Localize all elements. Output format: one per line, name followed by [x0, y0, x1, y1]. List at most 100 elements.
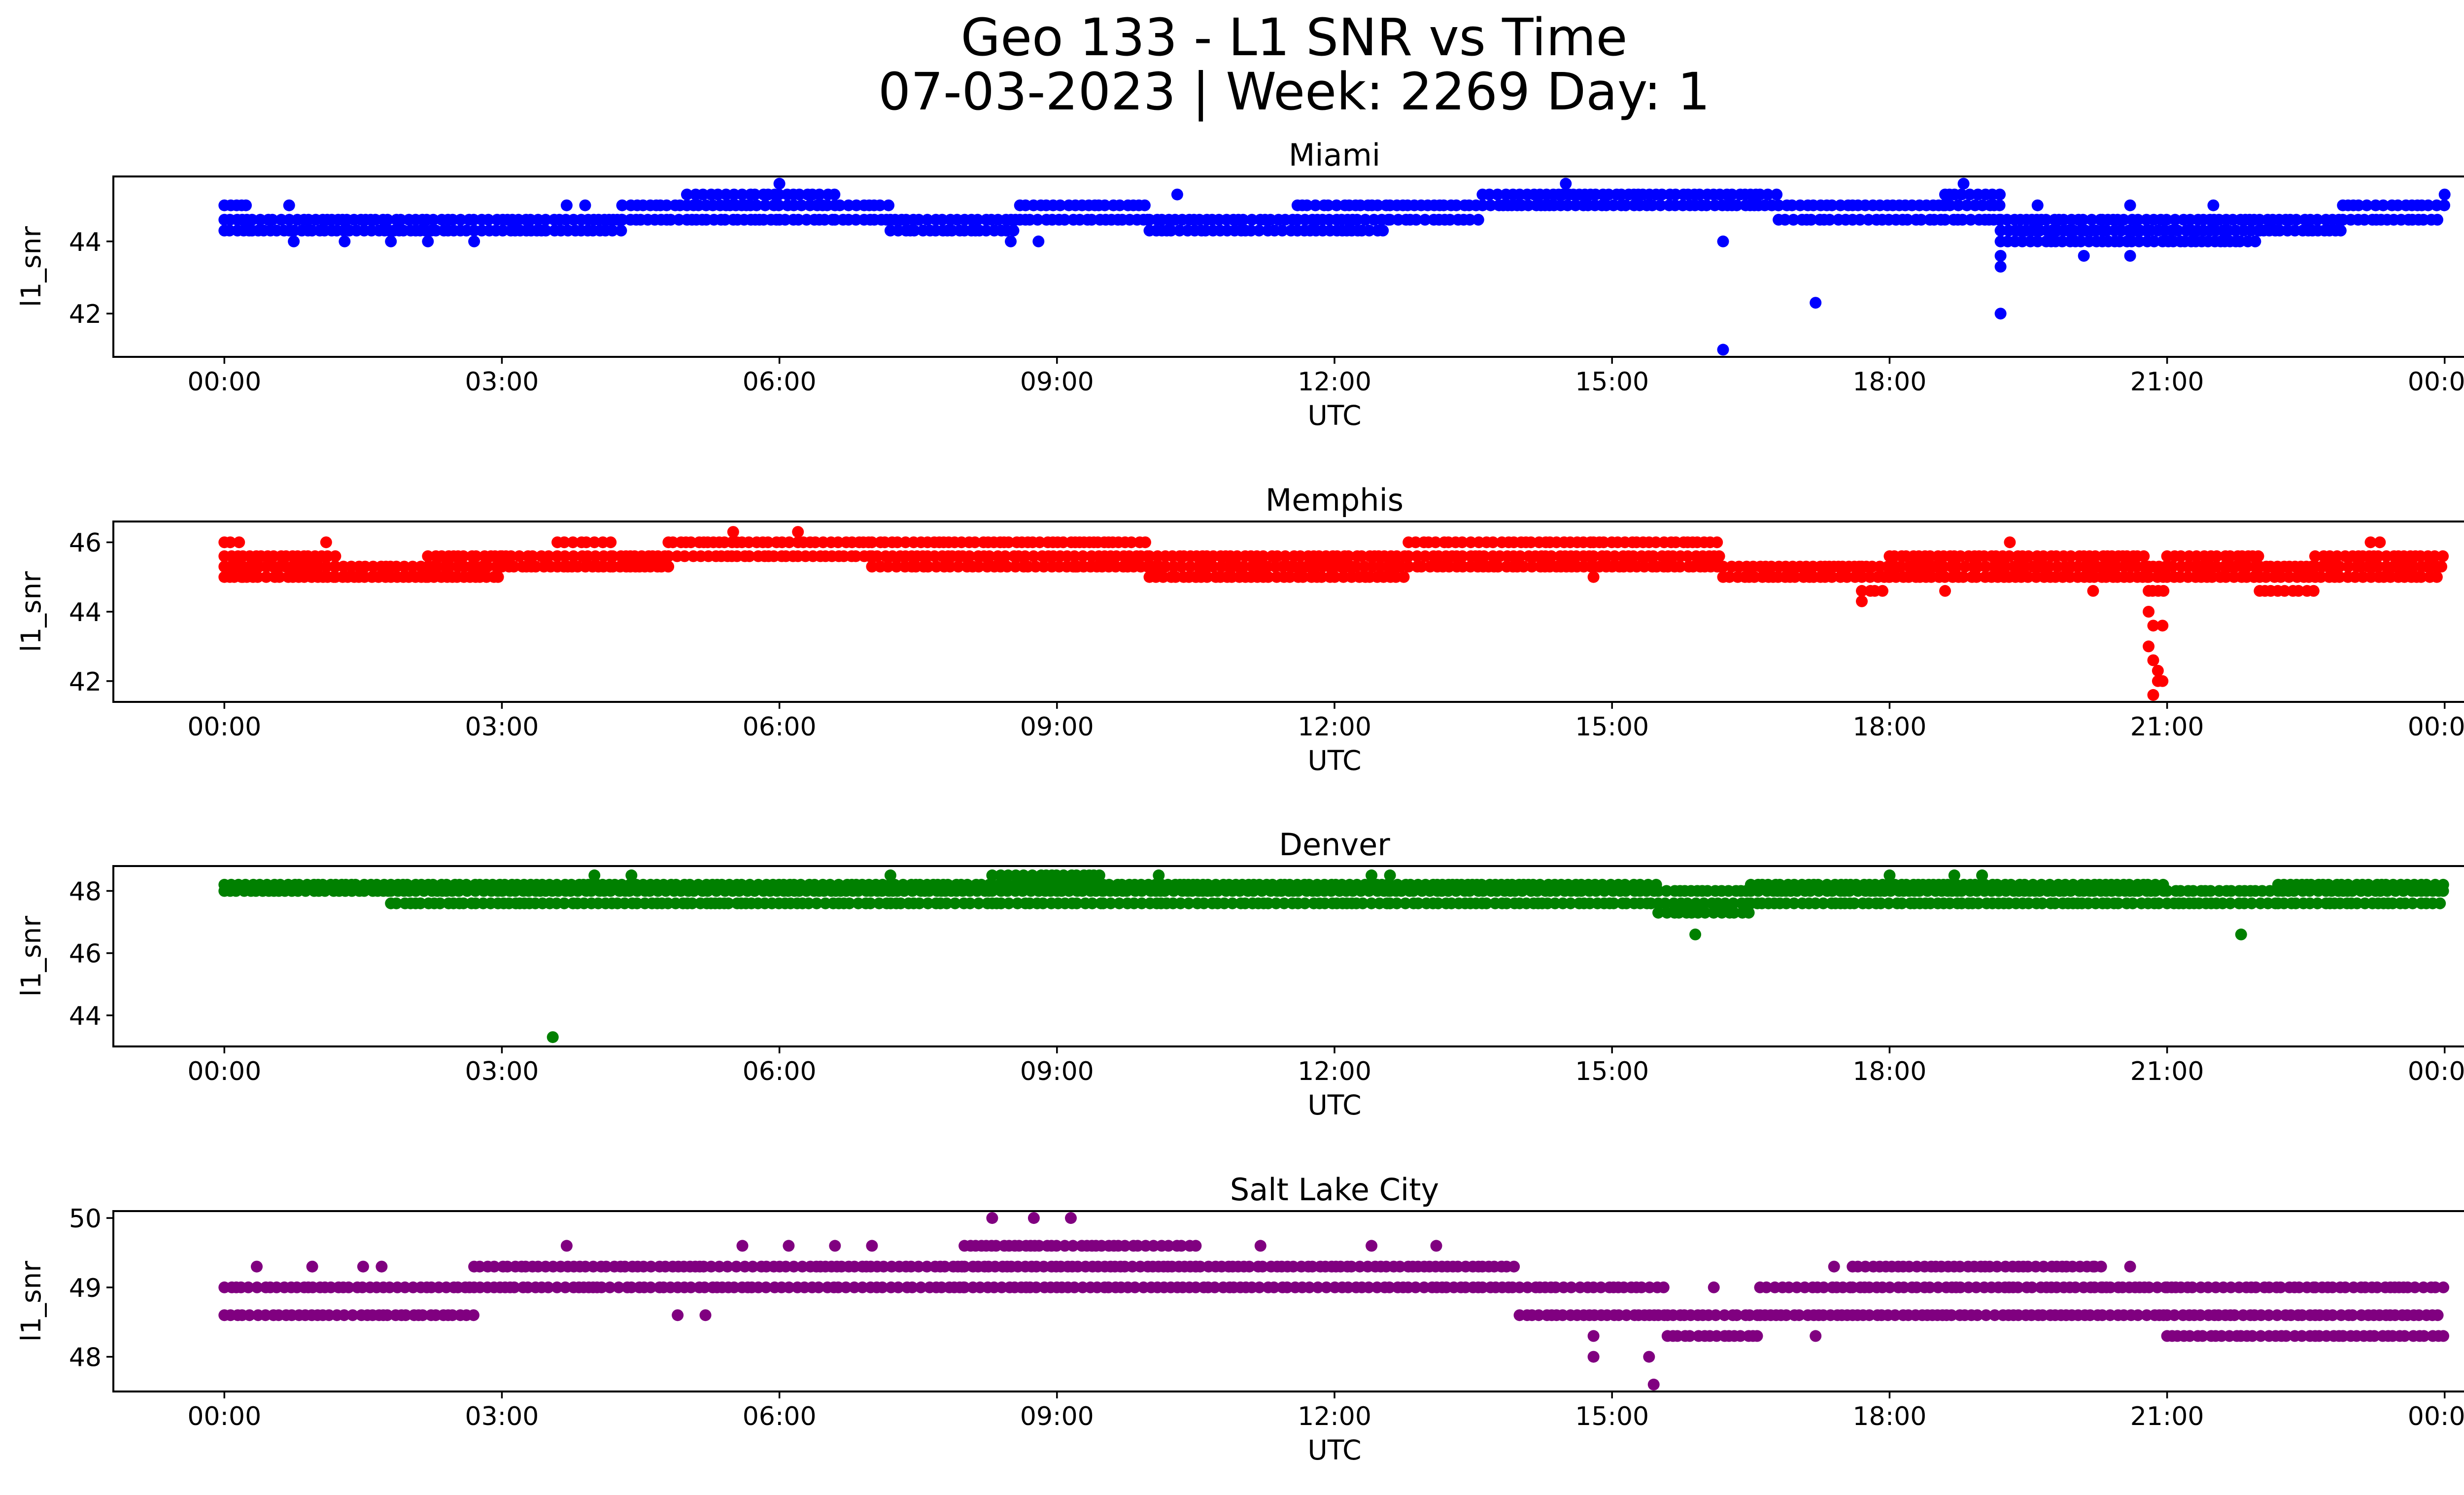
data-point — [274, 571, 285, 583]
data-point — [936, 213, 948, 226]
data-point — [2431, 1309, 2444, 1321]
data-point — [2252, 550, 2264, 562]
data-point — [1351, 213, 1363, 226]
data-point — [1959, 560, 1971, 573]
data-point — [1915, 213, 1927, 226]
data-point — [727, 526, 739, 538]
data-point — [1970, 571, 1983, 583]
data-point — [613, 1281, 625, 1293]
data-point — [579, 199, 591, 211]
data-point — [1067, 1240, 1079, 1252]
data-point — [470, 550, 482, 562]
subplot-memphis: Memphis 00:00 03:00 06:00 09:00 12:00 15:00 18:… — [15, 482, 2464, 776]
data-point — [698, 1281, 711, 1293]
data-point — [1779, 213, 1791, 226]
data-point — [339, 235, 351, 247]
data-point — [958, 1260, 971, 1273]
data-point — [1465, 536, 1477, 549]
data-point — [1773, 199, 1785, 211]
data-point — [662, 560, 675, 573]
data-point — [1638, 560, 1650, 573]
data-point — [474, 1260, 486, 1273]
data-point — [2067, 878, 2079, 891]
data-point — [1994, 224, 2007, 237]
data-point — [1817, 1281, 1830, 1293]
data-point — [1139, 536, 1151, 549]
data-point — [1856, 585, 1868, 597]
data-point — [832, 878, 845, 891]
data-point — [1932, 1281, 1944, 1293]
data-point — [2143, 640, 2155, 653]
data-point — [2362, 878, 2374, 891]
data-point — [752, 878, 764, 891]
data-point — [2352, 199, 2364, 211]
data-point — [866, 1240, 878, 1252]
data-point — [1190, 1240, 1202, 1252]
data-point — [1403, 550, 1415, 562]
data-point — [787, 1260, 800, 1273]
data-point — [2031, 199, 2044, 211]
data-point — [1595, 1281, 1607, 1293]
data-point — [346, 1309, 359, 1321]
data-point — [2043, 560, 2055, 573]
data-point — [558, 897, 570, 909]
data-point — [1456, 550, 1469, 562]
y-tick-label: 44 — [69, 1002, 102, 1031]
data-point — [1391, 878, 1403, 891]
data-point — [1646, 199, 1658, 211]
x-tick-label: 12:00 — [1298, 1402, 1371, 1431]
data-point — [2123, 878, 2135, 891]
data-point — [692, 878, 704, 891]
data-point — [2100, 224, 2113, 237]
data-point — [2274, 1281, 2287, 1293]
data-point — [1877, 585, 1888, 597]
data-point — [580, 536, 592, 549]
data-point — [1254, 1240, 1266, 1252]
data-point — [2143, 1281, 2155, 1293]
data-point — [1980, 560, 1992, 573]
data-point — [488, 1260, 500, 1273]
data-point — [1412, 897, 1424, 909]
data-point — [530, 560, 542, 573]
data-point — [1342, 550, 1355, 562]
data-point — [913, 897, 925, 909]
data-point — [1113, 897, 1126, 909]
data-point — [1517, 560, 1530, 573]
data-point — [793, 188, 805, 201]
data-point — [1430, 536, 1442, 549]
data-point — [1165, 224, 1177, 237]
y-tick-label: 46 — [69, 528, 102, 558]
data-point — [1419, 550, 1431, 562]
data-point — [376, 1260, 388, 1273]
x-tick-label: 06:00 — [743, 1402, 817, 1431]
data-point — [1153, 869, 1165, 881]
y-tick-label: 42 — [69, 300, 102, 329]
data-point — [1994, 261, 2007, 273]
data-point — [2012, 1281, 2024, 1293]
data-point — [736, 188, 748, 201]
x-axis-label: UTC — [1307, 400, 1361, 431]
data-point — [792, 526, 804, 538]
data-point — [1068, 550, 1081, 562]
data-point — [1788, 897, 1800, 909]
data-point — [1226, 897, 1238, 909]
data-point — [1952, 199, 1964, 211]
data-point — [1366, 869, 1378, 881]
data-point — [1994, 308, 2007, 320]
data-point — [743, 550, 755, 562]
data-point — [1163, 1240, 1175, 1252]
data-point — [1357, 897, 1369, 909]
data-point — [1954, 1281, 1967, 1293]
data-point — [1774, 878, 1786, 891]
data-point — [2194, 1309, 2207, 1321]
data-point — [1322, 199, 1335, 211]
data-point — [2143, 571, 2155, 583]
data-point — [980, 224, 992, 237]
data-point — [550, 878, 563, 891]
data-point — [2168, 1309, 2181, 1321]
data-point — [890, 560, 903, 573]
data-point — [1717, 235, 1729, 247]
data-point — [1731, 199, 1743, 211]
data-point — [2087, 1260, 2099, 1273]
data-point — [2342, 560, 2355, 573]
